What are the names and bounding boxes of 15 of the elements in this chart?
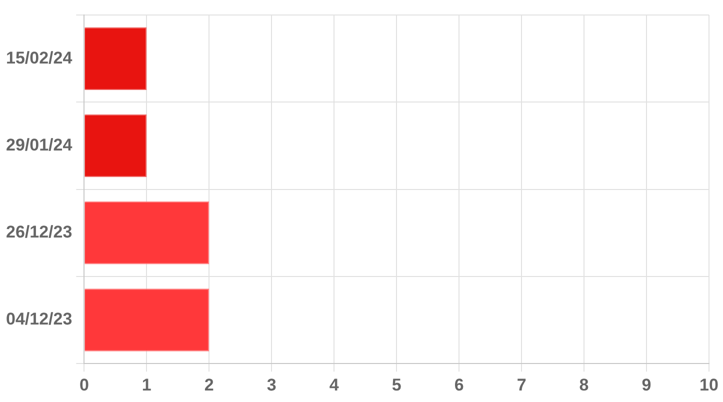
x-tick-label: 4 <box>329 375 340 394</box>
y-tick-label: 29/01/24 <box>6 135 73 154</box>
x-tick-label: 8 <box>579 375 589 394</box>
x-tick-label: 9 <box>642 375 652 394</box>
y-tick-label: 15/02/24 <box>6 48 73 68</box>
x-tick-label: 1 <box>142 375 152 394</box>
x-tick-label: 2 <box>204 375 214 394</box>
x-tick-label: 7 <box>516 375 526 394</box>
x-tick-label: 10 <box>700 375 718 394</box>
x-tick-label: 6 <box>454 375 464 394</box>
x-tick-label: 5 <box>392 375 402 394</box>
x-tick-label: 0 <box>79 375 89 394</box>
y-tick-label: 04/12/23 <box>6 310 72 329</box>
x-tick-label: 3 <box>266 375 276 394</box>
y-tick-label: 26/12/23 <box>6 222 72 242</box>
